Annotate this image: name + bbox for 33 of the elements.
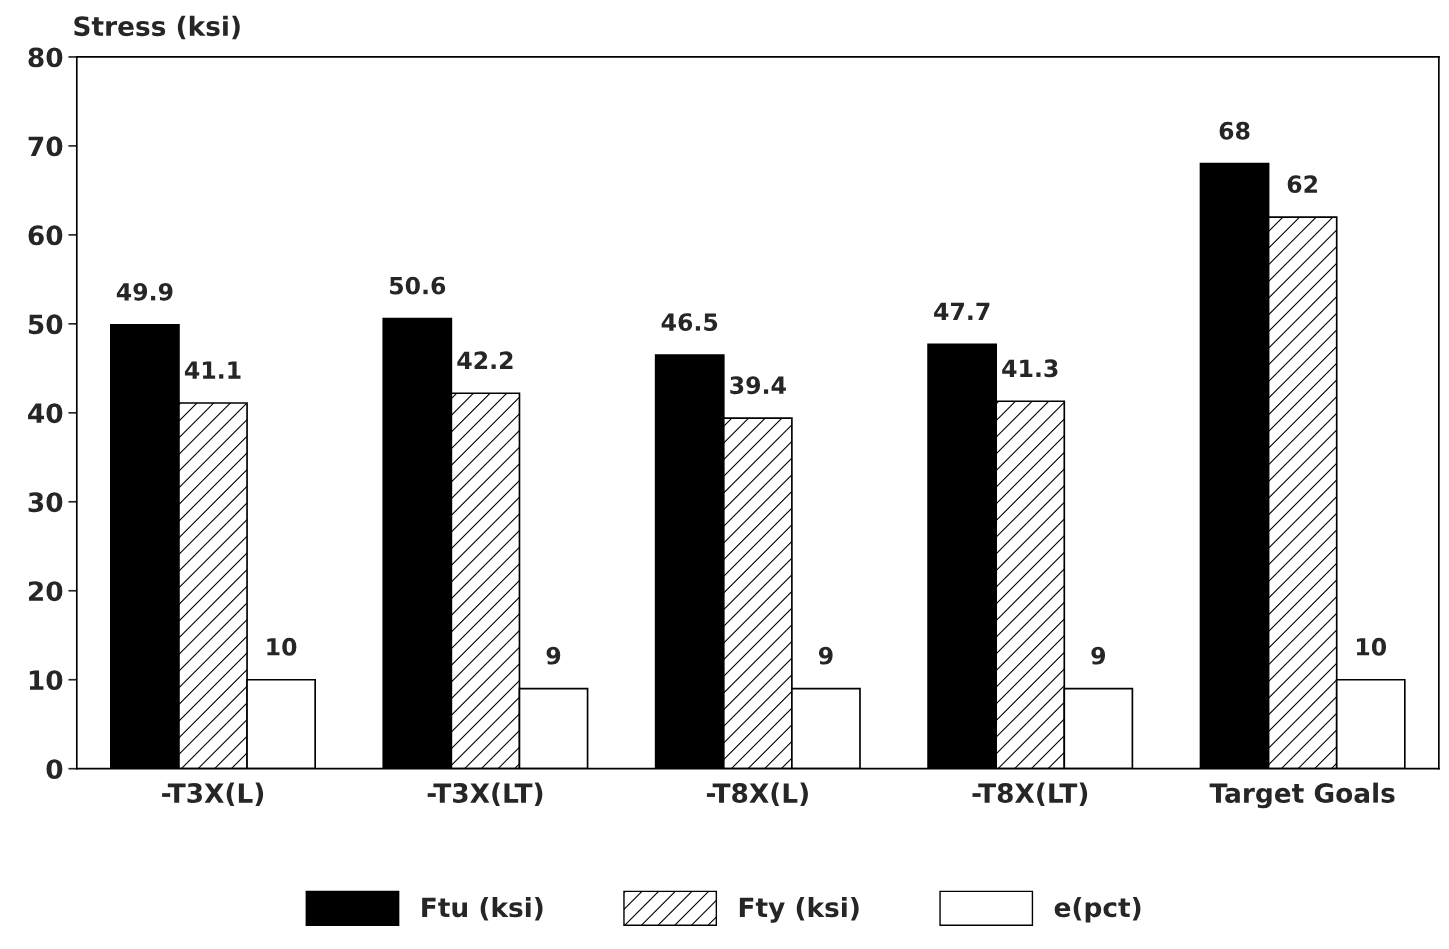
x-tick-label: -T3X(L) — [162, 782, 264, 807]
y-tick-label: 20 — [28, 581, 63, 602]
data-label: 46.5 — [661, 313, 718, 331]
legend-label: e(pct) — [1054, 896, 1141, 923]
legend-label: Ftu (ksi) — [422, 896, 543, 921]
x-tick-label: -T3X(LT) — [427, 782, 543, 807]
y-tick-label: 10 — [29, 670, 63, 691]
y-tick-label: 80 — [28, 47, 63, 68]
data-label: 39.4 — [730, 376, 786, 395]
legend-label: Fty (ksi) — [739, 896, 859, 923]
data-label: 62 — [1287, 175, 1318, 194]
data-label: 42.2 — [457, 351, 513, 369]
data-label: 10 — [267, 637, 297, 656]
y-tick-label: 30 — [28, 492, 63, 513]
data-label: 10 — [1356, 637, 1387, 656]
data-label: 41.3 — [1002, 359, 1058, 378]
y-tick-label: 70 — [28, 136, 63, 157]
y-tick-label: 50 — [28, 314, 63, 335]
data-label: 50.6 — [390, 276, 446, 295]
data-label: 68 — [1219, 121, 1250, 140]
data-label: 47.7 — [934, 302, 990, 320]
x-tick-label: -T8X(LT) — [972, 782, 1088, 807]
data-label: 9 — [546, 646, 561, 665]
data-label: 41.1 — [184, 361, 241, 379]
x-tick-label: -T8X(L) — [706, 782, 808, 807]
data-label: 9 — [1091, 646, 1106, 665]
y-tick-label: 60 — [28, 225, 63, 246]
y-tick-label: 40 — [28, 403, 63, 424]
x-tick-label: Target Goals — [1209, 782, 1395, 809]
y-axis-title: Stress (ksi) — [74, 15, 240, 40]
data-label: 49.9 — [116, 282, 173, 301]
data-label: 9 — [818, 646, 833, 665]
y-tick-label: 0 — [46, 759, 63, 780]
